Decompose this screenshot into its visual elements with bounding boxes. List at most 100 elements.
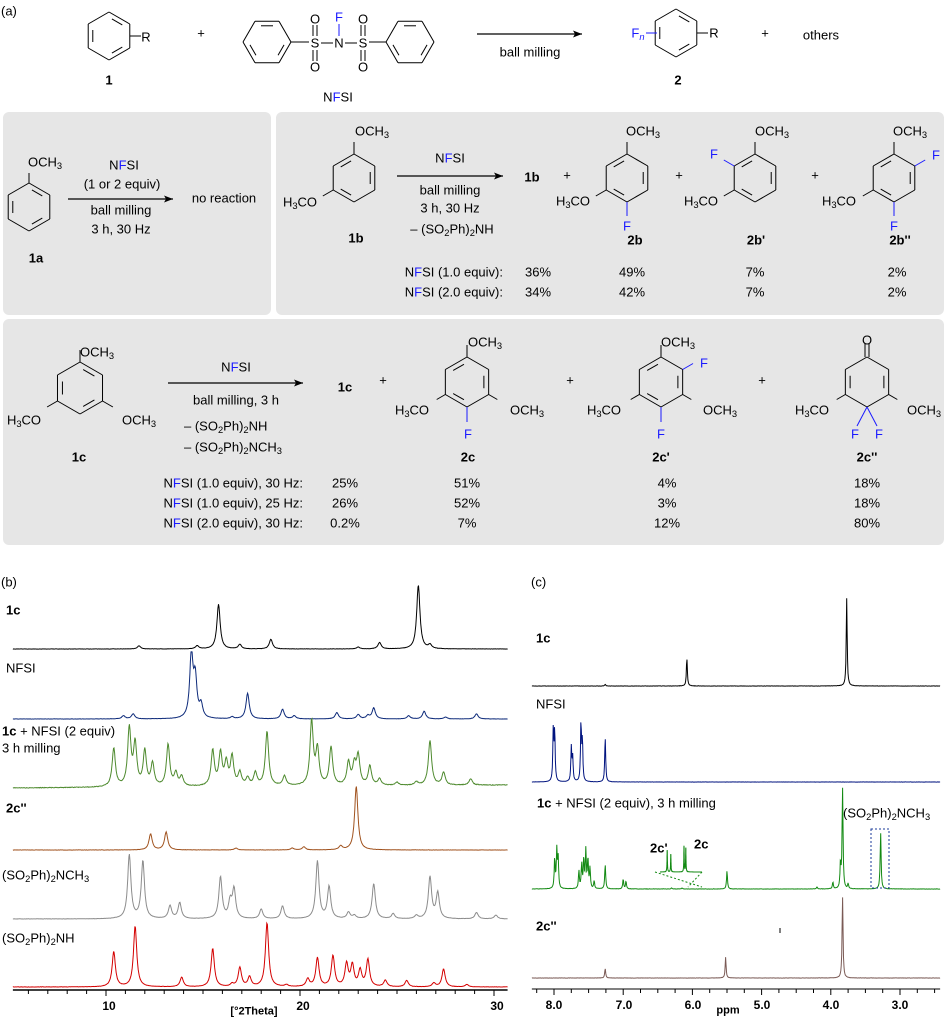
- anisole-condition: ball milling: [91, 204, 152, 217]
- yield-value: 36%: [525, 266, 551, 279]
- 1b-condition: – (SO2Ph)2NH: [410, 223, 493, 236]
- xrd-trace-label: 2c'': [6, 802, 27, 815]
- nfsi-atom-f: F: [335, 11, 343, 24]
- yield-value: 51%: [454, 477, 480, 490]
- anisole-condition: 3 h, 30 Hz: [91, 223, 150, 236]
- anisole-substituent: OCH3: [28, 156, 62, 169]
- xrd-trace-1: [13, 652, 508, 719]
- nfsi-atom-s: S: [311, 37, 320, 50]
- plus-sign: +: [758, 374, 766, 387]
- yield-row-label: NFSI (1.0 equiv):: [405, 266, 503, 279]
- 2c-label: 2c: [461, 451, 475, 464]
- xrd-trace-label: NFSI: [6, 662, 36, 675]
- xrd-x-tick-label: 20: [296, 1000, 309, 1012]
- 1c-left-substituent: H3CO: [7, 414, 41, 427]
- plus-sign: +: [197, 27, 205, 40]
- 1b-reagent: NFSI: [435, 152, 465, 165]
- yield-row-label: NFSI (2.0 equiv):: [405, 286, 503, 299]
- 2b-label: 2b: [627, 234, 642, 247]
- 1c-recovered: 1c: [338, 381, 352, 394]
- yield-value: 4%: [658, 477, 677, 490]
- 2c-double-prime-fluorine: F: [851, 428, 859, 441]
- 2c-top-substituent: OCH3: [468, 336, 502, 349]
- nfsi-atom-s: S: [359, 37, 368, 50]
- 2c-prime-fluorine: F: [700, 357, 708, 370]
- nmr-x-tick-label: 6.0: [685, 999, 702, 1011]
- 1c-right-substituent: OCH3: [122, 414, 156, 427]
- 2c-double-prime-left-substituent: H3CO: [795, 404, 829, 417]
- nmr-trace-label: 1c: [536, 632, 550, 645]
- yield-value: 7%: [746, 286, 765, 299]
- nmr-annotation-2c: 2c: [694, 838, 708, 851]
- nfsi-atom-o: O: [358, 13, 368, 26]
- 1c-reagent: NFSI: [221, 361, 251, 374]
- plus-sign: +: [761, 27, 769, 40]
- yield-value: 7%: [746, 266, 765, 279]
- reactant-label: 1: [105, 74, 112, 87]
- nmr-x-tick-label: 5.0: [754, 999, 771, 1011]
- 2b-double-prime-fluorine: F: [932, 149, 940, 162]
- nfsi-atom-n: N: [334, 37, 343, 50]
- nmr-x-tick-label: 8.0: [546, 999, 563, 1011]
- yield-value: 26%: [332, 497, 358, 510]
- xrd-trace-label: (SO2Ph)2NH: [2, 932, 75, 945]
- xrd-trace-0: [13, 586, 508, 650]
- 1b-top-substituent: OCH3: [355, 125, 389, 138]
- yield-row-label: NFSI (2.0 equiv), 30 Hz:: [164, 517, 303, 530]
- yield-value: 3%: [658, 497, 677, 510]
- reactant-r-group: R: [141, 31, 150, 44]
- yield-value: 2%: [888, 286, 907, 299]
- others-text: others: [803, 29, 839, 42]
- 2c-prime-label: 2c': [652, 451, 670, 464]
- nmr-trace-3: [532, 897, 940, 978]
- plus-sign: +: [811, 169, 819, 182]
- nmr-trace-1: [532, 722, 940, 782]
- plus-sign: +: [675, 169, 683, 182]
- yield-row-label: NFSI (1.0 equiv), 25 Hz:: [164, 497, 303, 510]
- anisole-result: no reaction: [192, 192, 256, 205]
- yield-value: 18%: [854, 477, 880, 490]
- nmr-annotation-2c-prime: 2c': [650, 842, 668, 855]
- 2b-prime-left-substituent: H3CO: [684, 195, 718, 208]
- 1b-condition: ball milling: [420, 184, 481, 197]
- xrd-trace-5: [13, 923, 508, 987]
- 1b-left-substituent: H3CO: [283, 196, 317, 209]
- yield-row-label: NFSI (1.0 equiv), 30 Hz:: [164, 477, 303, 490]
- product-fn-group: Fn: [631, 27, 644, 40]
- 2c-prime-left-substituent: H3CO: [587, 404, 621, 417]
- 2c-double-prime-right-substituent: OCH3: [907, 404, 941, 417]
- nfsi-label: NFSI: [323, 91, 353, 104]
- xrd-trace-label: 1c + NFSI (2 equiv): [2, 725, 115, 738]
- yield-value: 34%: [525, 286, 551, 299]
- 2c-double-prime-oxygen: O: [862, 334, 872, 347]
- nfsi-atom-o: O: [310, 61, 320, 74]
- nmr-x-tick-label: 3.0: [892, 999, 909, 1011]
- 1c-top-substituent: OCH3: [80, 346, 114, 359]
- 1c-label: 1c: [72, 451, 86, 464]
- xrd-trace-label: 1c: [6, 604, 20, 617]
- anisole-label: 1a: [29, 252, 43, 265]
- plus-sign: +: [563, 169, 571, 182]
- 2b-double-prime-label: 2b'': [889, 234, 910, 247]
- nfsi-atom-o: O: [358, 61, 368, 74]
- product-label: 2: [674, 74, 681, 87]
- nmr-trace-label: NFSI: [536, 698, 566, 711]
- 1c-condition: – (SO2Ph)2NCH3: [184, 441, 282, 454]
- 2c-fluorine: F: [464, 428, 472, 441]
- yield-value: 12%: [654, 517, 680, 530]
- yield-value: 25%: [332, 477, 358, 490]
- 2c-prime-right-substituent: OCH3: [703, 404, 737, 417]
- anisole-equiv: (1 or 2 equiv): [84, 178, 161, 191]
- xrd-trace-4: [13, 854, 508, 919]
- 2c-double-prime-fluorine: F: [875, 428, 883, 441]
- nmr-x-tick-label: 4.0: [823, 999, 840, 1011]
- 2c-prime-top-substituent: OCH3: [661, 336, 695, 349]
- xrd-x-axis-label: [°2Theta]: [230, 1007, 277, 1018]
- nmr-trace-label: 1c + NFSI (2 equiv), 3 h milling: [537, 797, 716, 810]
- yield-value: 42%: [619, 286, 645, 299]
- 2b-prime-top-substituent: OCH3: [755, 125, 789, 138]
- panel-c-label: (c): [531, 576, 546, 589]
- yield-value: 2%: [888, 266, 907, 279]
- xrd-x-tick-label: 30: [490, 1000, 503, 1012]
